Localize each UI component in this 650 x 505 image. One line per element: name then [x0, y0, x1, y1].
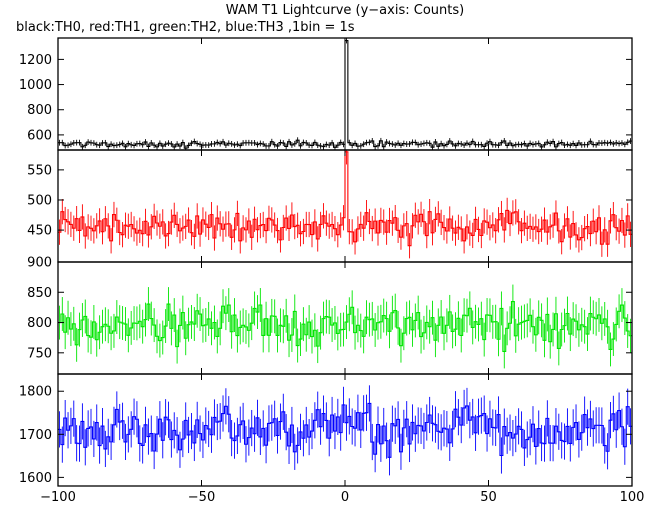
y-tick-label: 450 [27, 224, 52, 239]
y-tick-label: 750 [27, 346, 52, 361]
y-tick-label: 850 [27, 286, 52, 301]
x-axis: −100 −50 0 50 100 [40, 490, 644, 505]
x-tick-label: 50 [480, 490, 497, 505]
y-tick-label: 1800 [19, 385, 52, 400]
panel-th1: 450 500 550 [27, 149, 633, 263]
y-tick-label: 500 [27, 193, 52, 208]
error-bars-th3 [58, 385, 632, 476]
panels-group: 6008001000120045050055075080085090016001… [19, 37, 633, 487]
panel-th2: 750 800 850 900 [27, 256, 633, 375]
x-tick-label: −100 [40, 490, 76, 505]
panel-th3: 1600 1700 1800 [19, 373, 633, 487]
x-tick-label: 100 [620, 490, 645, 505]
chart-subtitle: black:TH0, red:TH1, green:TH2, blue:TH3 … [16, 20, 355, 35]
y-tick-label: 550 [27, 163, 52, 178]
y-tick-label: 1700 [19, 428, 52, 443]
y-tick-label: 1600 [19, 471, 52, 486]
x-tick-label: 0 [341, 490, 349, 505]
panel-th0: 600 800 1000 1200 [19, 37, 633, 151]
series-line-th1 [58, 151, 632, 247]
x-tick-label: −50 [188, 490, 215, 505]
y-tick-label: 800 [27, 103, 52, 118]
y-tick-label: 800 [27, 316, 52, 331]
y-tick-label: 900 [27, 256, 52, 271]
series-line-th3 [58, 402, 632, 458]
y-tick-label: 600 [27, 128, 52, 143]
series-line-th0 [58, 39, 632, 149]
series-line-th2 [58, 300, 632, 353]
y-tick-label: 1200 [19, 53, 52, 68]
y-tick-label: 1000 [19, 78, 52, 93]
chart-title: WAM T1 Lightcurve (y−axis: Counts) [226, 3, 464, 18]
